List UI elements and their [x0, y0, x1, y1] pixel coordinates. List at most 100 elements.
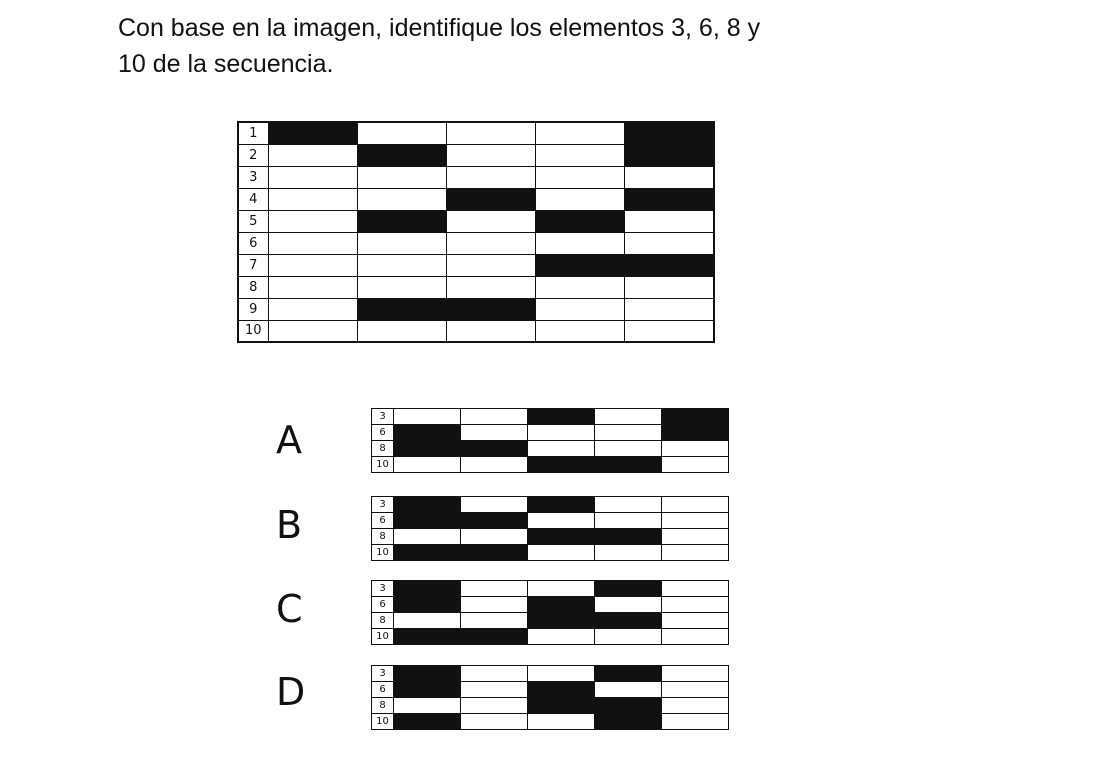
sequence-cell-filled	[624, 143, 715, 167]
option-b-cell-empty	[661, 544, 729, 561]
sequence-cell-filled	[356, 297, 447, 321]
sequence-row-10: 10	[237, 319, 715, 343]
option-b-letter: B	[276, 503, 303, 547]
sequence-row-label: 7	[237, 253, 269, 277]
sequence-cell-empty	[267, 275, 358, 299]
sequence-cell-empty	[624, 275, 715, 299]
sequence-cell-filled	[624, 121, 715, 145]
sequence-cell-empty	[445, 209, 537, 233]
option-d-cell-empty	[460, 713, 528, 730]
sequence-cell-empty	[267, 319, 358, 343]
option-a-grid: 3 6 8 10	[371, 408, 729, 473]
option-c-cell-empty	[527, 628, 595, 645]
sequence-cell-empty	[356, 121, 447, 145]
sequence-row-5: 5	[237, 209, 715, 233]
option-c-cell-empty	[661, 580, 729, 597]
option-c-cell-empty	[661, 612, 729, 629]
sequence-row-label: 8	[237, 275, 269, 299]
option-d-cell-filled	[594, 713, 662, 730]
option-a-row-label: 8	[371, 440, 394, 457]
option-c-row-10: 10	[371, 628, 729, 645]
option-a-cell-empty	[594, 424, 662, 441]
option-a-row-3: 3	[371, 408, 729, 425]
option-b-cell-empty	[661, 512, 729, 529]
option-b-cell-empty	[594, 512, 662, 529]
sequence-row-8: 8	[237, 275, 715, 299]
option-d-cell-empty	[527, 665, 595, 682]
option-a-row-8: 8	[371, 440, 729, 457]
option-b-row-3: 3	[371, 496, 729, 513]
sequence-cell-empty	[445, 231, 537, 255]
option-b-cell-filled	[527, 528, 595, 545]
option-a-cell-empty	[594, 408, 662, 425]
option-d-cell-filled	[393, 665, 461, 682]
sequence-row-7: 7	[237, 253, 715, 277]
sequence-row-1: 1	[237, 121, 715, 145]
sequence-cell-empty	[445, 165, 537, 189]
sequence-cell-empty	[356, 187, 447, 211]
option-d-row-label: 6	[371, 681, 394, 698]
option-c-cell-empty	[460, 580, 528, 597]
sequence-cell-empty	[267, 165, 358, 189]
option-c-cell-filled	[393, 628, 461, 645]
sequence-row-label: 1	[237, 121, 269, 145]
option-b-row-label: 8	[371, 528, 394, 545]
sequence-row-3: 3	[237, 165, 715, 189]
sequence-cell-filled	[624, 253, 715, 277]
option-d-cell-empty	[460, 665, 528, 682]
option-b-cell-filled	[393, 496, 461, 513]
sequence-cell-empty	[445, 319, 537, 343]
option-d-cell-empty	[661, 681, 729, 698]
option-a-cell-empty	[393, 456, 461, 473]
option-d-row-3: 3	[371, 665, 729, 682]
option-b-row-6: 6	[371, 512, 729, 529]
option-b-cell-empty	[460, 528, 528, 545]
option-d-cell-empty	[527, 713, 595, 730]
option-b-cell-empty	[661, 496, 729, 513]
option-a-cell-filled	[460, 440, 528, 457]
option-a-cell-filled	[527, 408, 595, 425]
option-b-cell-empty	[527, 512, 595, 529]
sequence-cell-filled	[535, 253, 626, 277]
option-a-row-label: 6	[371, 424, 394, 441]
sequence-cell-empty	[445, 121, 537, 145]
sequence-row-label: 6	[237, 231, 269, 255]
sequence-cell-empty	[535, 275, 626, 299]
sequence-cell-empty	[445, 275, 537, 299]
option-c-row-6: 6	[371, 596, 729, 613]
option-a-cell-filled	[661, 408, 729, 425]
option-a-cell-filled	[393, 440, 461, 457]
option-c-cell-filled	[393, 580, 461, 597]
sequence-cell-empty	[267, 253, 358, 277]
option-a-cell-empty	[460, 408, 528, 425]
sequence-cell-empty	[624, 165, 715, 189]
option-d-row-label: 10	[371, 713, 394, 730]
option-c-cell-empty	[661, 628, 729, 645]
sequence-cell-empty	[624, 231, 715, 255]
question-text: Con base en la imagen, identifique los e…	[118, 10, 878, 82]
sequence-cell-empty	[535, 231, 626, 255]
option-d-row-label: 8	[371, 697, 394, 714]
option-b-row-label: 10	[371, 544, 394, 561]
sequence-cell-filled	[445, 297, 537, 321]
sequence-cell-filled	[445, 187, 537, 211]
option-c-cell-empty	[594, 596, 662, 613]
option-a-cell-filled	[527, 456, 595, 473]
sequence-cell-empty	[535, 297, 626, 321]
sequence-cell-filled	[267, 121, 358, 145]
option-a-cell-filled	[393, 424, 461, 441]
sequence-cell-filled	[356, 209, 447, 233]
option-a-row-label: 10	[371, 456, 394, 473]
option-c-cell-empty	[460, 612, 528, 629]
sequence-cell-empty	[624, 319, 715, 343]
sequence-row-label: 3	[237, 165, 269, 189]
option-b-cell-empty	[527, 544, 595, 561]
option-b-cell-filled	[393, 512, 461, 529]
option-c-cell-empty	[527, 580, 595, 597]
option-d-cell-filled	[393, 713, 461, 730]
option-c-letter: C	[276, 587, 303, 631]
option-d-cell-filled	[527, 681, 595, 698]
option-d-cell-empty	[460, 681, 528, 698]
option-c-cell-filled	[594, 580, 662, 597]
option-c-cell-empty	[661, 596, 729, 613]
